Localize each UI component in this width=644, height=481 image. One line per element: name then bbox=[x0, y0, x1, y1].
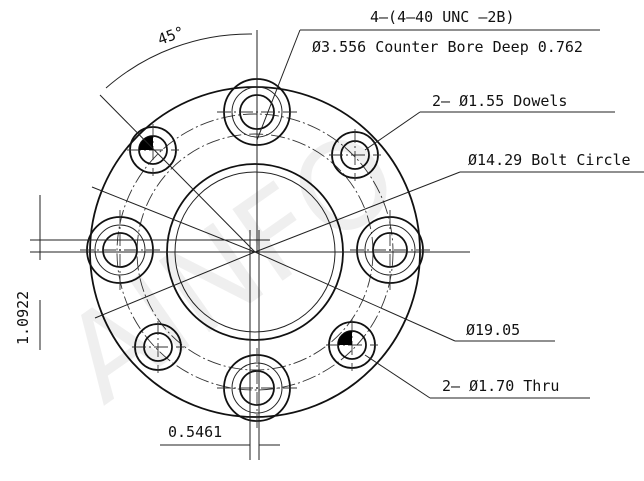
horizontal-offset-label: 0.5461 bbox=[168, 423, 222, 441]
vertical-offset-label: 1.0922 bbox=[14, 291, 32, 345]
bolt-circle-callout: Ø14.29 Bolt Circle bbox=[468, 151, 631, 169]
counterbore-callout: Ø3.556 Counter Bore Deep 0.762 bbox=[312, 38, 583, 56]
dowel-callout: 2– Ø1.55 Dowels bbox=[432, 92, 567, 110]
thread-callout: 4–(4–40 UNC –2B) bbox=[370, 8, 515, 26]
drawing: AINFO 45° 4–(4–40 UNC –2B) Ø3.556 Counte… bbox=[0, 0, 644, 481]
outer-diameter-callout: Ø19.05 bbox=[466, 321, 520, 339]
thru-callout: 2– Ø1.70 Thru bbox=[442, 377, 559, 395]
